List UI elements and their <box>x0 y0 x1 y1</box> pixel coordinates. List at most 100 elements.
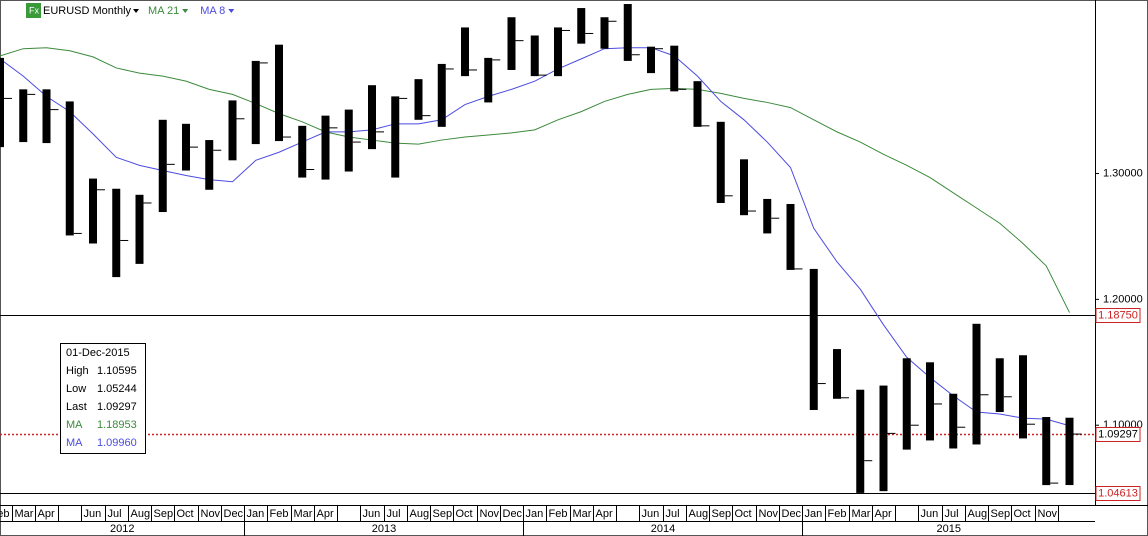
ohlc-bar <box>368 85 376 150</box>
x-tick-label: Aug <box>689 508 709 520</box>
ohlc-bar <box>158 119 167 213</box>
ohlc-bar <box>507 17 516 70</box>
x-tick-label: Feb <box>0 508 9 520</box>
info-label: High <box>66 365 89 377</box>
info-label: Low <box>66 383 86 395</box>
ohlc-bar <box>530 35 539 77</box>
ohlc-bar <box>344 109 353 172</box>
ohlc-bar <box>670 45 679 92</box>
ohlc-bar <box>1019 355 1027 439</box>
ohlc-bar <box>809 268 818 410</box>
ohlc-bar <box>647 46 655 74</box>
info-value: 1.05244 <box>97 383 137 395</box>
x-tick-label: Oct <box>177 508 194 520</box>
ohlc-bar <box>995 358 1004 412</box>
x-tick-label: Sep <box>991 508 1011 520</box>
ohlc-bar <box>856 389 865 493</box>
x-tick-label: Aug <box>131 508 151 520</box>
y-tick-label: 1.30000 <box>1103 167 1143 179</box>
x-tick-label: Mar <box>294 508 313 520</box>
x-tick-label: Mar <box>573 508 592 520</box>
x-tick-label: Nov <box>480 508 500 520</box>
x-tick-label: Sep <box>154 508 174 520</box>
ohlc-bar <box>182 123 190 171</box>
x-tick-label: Jan <box>805 508 823 520</box>
ohlc-bar <box>833 349 841 399</box>
info-label: MA <box>66 419 83 431</box>
ohlc-bar <box>89 178 97 244</box>
x-tick-label: Nov <box>201 508 221 520</box>
info-value: 1.09297 <box>97 401 137 413</box>
x-tick-label: Sep <box>433 508 453 520</box>
year-label: 2015 <box>937 523 961 535</box>
ohlc-bar <box>391 96 400 178</box>
ohlc-bar <box>740 159 748 216</box>
ohlc-bar <box>135 194 144 264</box>
ohlc-bar <box>19 89 28 143</box>
price-label-box <box>1095 427 1141 442</box>
x-tick-label: Aug <box>968 508 988 520</box>
x-tick-label: Apr <box>38 508 55 520</box>
y-tick-label: 1.20000 <box>1103 293 1143 305</box>
x-tick-label: Mar <box>15 508 34 520</box>
x-tick-label: Dec <box>503 508 523 520</box>
ohlc-bar <box>461 27 469 77</box>
ohlc-bar <box>228 100 237 161</box>
x-tick-label: Jul <box>108 508 122 520</box>
price-label-box <box>1095 486 1141 501</box>
x-tick-label: Apr <box>596 508 613 520</box>
ohlc-bar <box>949 393 958 449</box>
info-value: 1.09960 <box>97 437 137 449</box>
x-tick-label: Nov <box>1038 508 1058 520</box>
x-tick-label: Jun <box>84 508 102 520</box>
dropdown-arrow[interactable] <box>133 9 140 13</box>
ohlc-bar <box>763 198 772 234</box>
ohlc-bar <box>554 27 562 77</box>
x-tick-label: Jun <box>642 508 660 520</box>
ohlc-bar <box>693 81 702 127</box>
ohlc-bar <box>902 358 911 450</box>
x-tick-label: Oct <box>456 508 473 520</box>
x-tick-label: Jul <box>945 508 959 520</box>
ohlc-bar <box>716 121 725 203</box>
x-tick-label: Jul <box>387 508 401 520</box>
info-value: 1.18953 <box>97 419 137 431</box>
price-label: 1.18750 <box>1098 309 1138 321</box>
x-tick-label: Jun <box>921 508 939 520</box>
header: EURUSD Monthly MA 21 MA 8 <box>43 5 235 17</box>
year-label: 2014 <box>651 523 675 535</box>
x-tick-label: Jan <box>526 508 544 520</box>
ohlc-bar <box>484 57 493 103</box>
ohlc-bar <box>600 17 609 49</box>
ohlc-bar <box>1065 417 1074 486</box>
x-tick-label: Apr <box>875 508 892 520</box>
x-tick-label: Feb <box>828 508 847 520</box>
year-label: 2013 <box>372 523 396 535</box>
x-tick-label: Oct <box>735 508 752 520</box>
x-tick-label: Dec <box>782 508 802 520</box>
legend-entry[interactable]: MA 21 <box>148 5 179 17</box>
x-tick-label: Jun <box>363 508 381 520</box>
info-label: Last <box>66 401 87 413</box>
legend-entry[interactable]: MA 8 <box>200 5 225 17</box>
x-tick-label: Sep <box>712 508 732 520</box>
x-tick-label: Jul <box>666 508 680 520</box>
symbol-icon-text: Fx <box>29 5 39 15</box>
ohlc-bar <box>623 4 632 61</box>
ohlc-bar <box>1042 417 1051 486</box>
info-value: 1.10595 <box>97 365 137 377</box>
x-tick-label: Feb <box>549 508 568 520</box>
price-label-box <box>1095 308 1141 323</box>
ohlc-bar <box>205 140 214 190</box>
ohlc-bar <box>414 79 423 120</box>
year-label: 2012 <box>110 523 134 535</box>
ohlc-bar <box>437 63 446 127</box>
symbol-icon[interactable] <box>26 3 41 18</box>
ma-line <box>0 47 1070 313</box>
ohlc-bar <box>251 60 260 145</box>
x-tick-label: Mar <box>852 508 871 520</box>
x-tick-label: Jan <box>247 508 265 520</box>
x-tick-label: Feb <box>270 508 289 520</box>
